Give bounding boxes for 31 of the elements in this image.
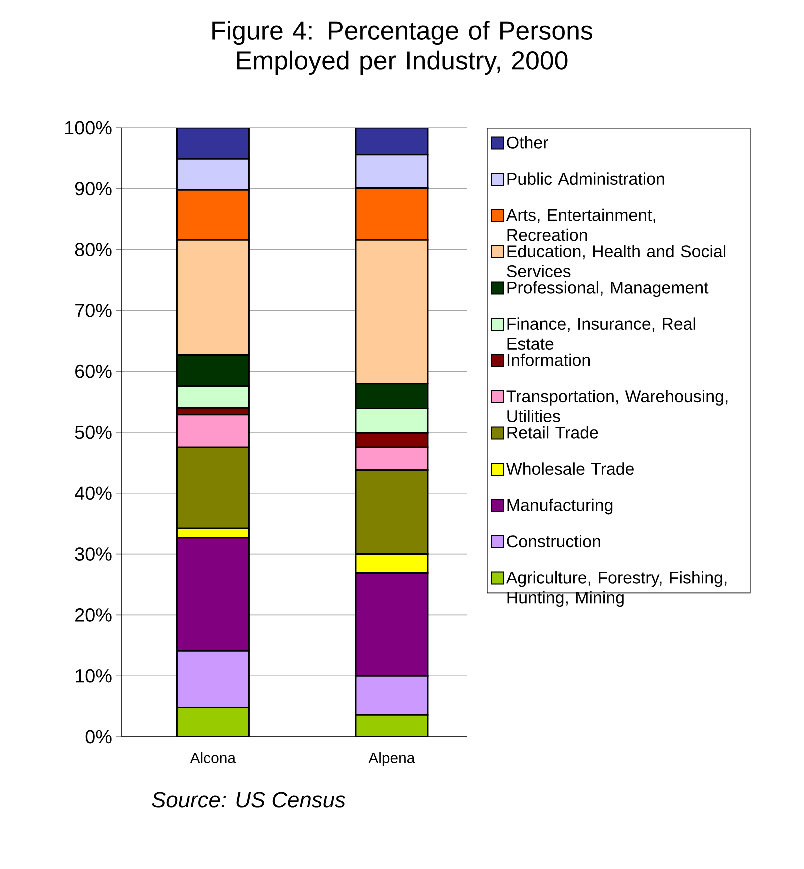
legend-label: Transportation, Warehousing, Utilities bbox=[506, 390, 728, 423]
bar bbox=[355, 128, 429, 156]
legend-label: Education, Health and Social Services bbox=[507, 245, 726, 278]
legend-label: Finance, Insurance, Real Estate bbox=[508, 318, 696, 350]
source-note: Source: US Census bbox=[152, 792, 346, 808]
legend-label: Professional, Management bbox=[508, 281, 709, 298]
y-tick-label: 70% bbox=[76, 304, 112, 318]
legend-label: Wholesale Trade bbox=[506, 462, 634, 476]
legend-label: Public Administration bbox=[508, 172, 664, 186]
legend-label: Other bbox=[507, 136, 548, 149]
y-tick-label: 30% bbox=[75, 548, 112, 561]
y-tick-label: 90% bbox=[75, 182, 112, 196]
y-tick-label: 0% bbox=[86, 730, 112, 744]
legend-label: Manufacturing bbox=[508, 498, 613, 515]
chart-title: Figure 4: Percentage of Persons Employed per Industry, 2000 bbox=[212, 20, 592, 76]
bar bbox=[176, 706, 250, 737]
x-tick-label: Alpena bbox=[368, 752, 416, 766]
y-tick-label: 40% bbox=[75, 486, 112, 500]
x-tick-label: Alcona bbox=[190, 752, 236, 764]
legend-label: Arts, Entertainment, Recreation bbox=[506, 208, 656, 242]
y-tick-label: 100% bbox=[66, 121, 112, 135]
legend-label: Retail Trade bbox=[508, 426, 598, 439]
legend-label: Information bbox=[508, 354, 590, 366]
y-tick-label: 10% bbox=[76, 669, 112, 683]
y-tick-label: 20% bbox=[76, 608, 112, 622]
legend-label: Construction bbox=[507, 535, 600, 548]
legend-label: Agriculture, Forestry, Fishing, Hunting, Mining bbox=[506, 571, 727, 608]
y-tick-label: 50% bbox=[75, 426, 112, 440]
y-tick-label: 80% bbox=[75, 243, 112, 256]
bar bbox=[176, 128, 250, 160]
y-tick-label: 60% bbox=[76, 364, 112, 378]
